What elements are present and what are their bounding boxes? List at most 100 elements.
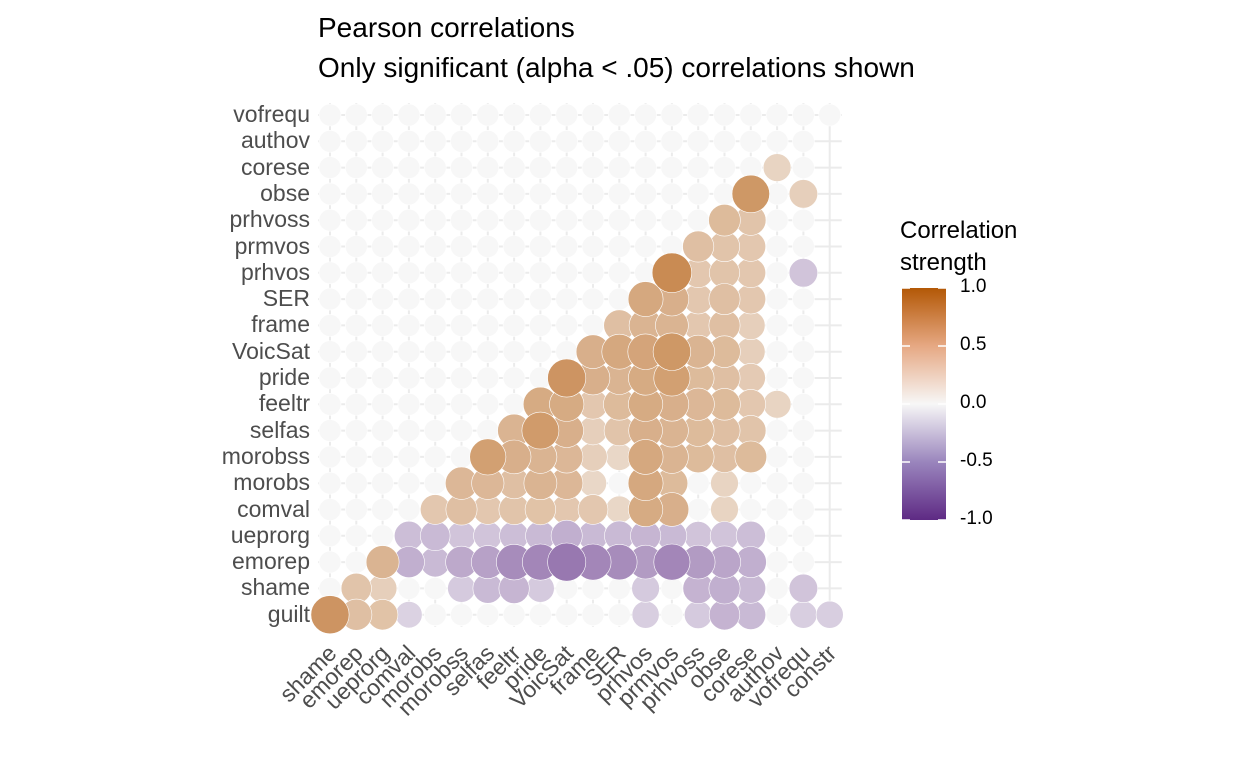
correlation-point	[502, 130, 526, 153]
correlation-point	[547, 358, 587, 398]
correlation-point	[344, 182, 368, 206]
correlation-point	[450, 603, 473, 627]
correlation-point	[502, 287, 526, 311]
correlation-point	[765, 287, 789, 311]
correlation-point	[555, 261, 579, 285]
correlation-point	[365, 545, 400, 579]
y-tick-label: authov	[240, 127, 310, 154]
correlation-point	[502, 366, 526, 390]
correlation-point	[397, 314, 421, 337]
correlation-point	[734, 440, 767, 474]
correlation-point	[788, 258, 819, 288]
y-tick-label: corese	[240, 153, 310, 180]
correlation-point	[450, 103, 473, 127]
correlation-point	[634, 156, 657, 179]
correlation-point	[607, 261, 631, 285]
legend-tick-marks	[902, 287, 946, 521]
correlation-point	[765, 103, 789, 127]
y-tick-label: ueprorg	[230, 521, 310, 548]
correlation-point	[476, 392, 500, 416]
correlation-point	[318, 471, 342, 495]
correlation-point	[371, 314, 394, 337]
correlation-point	[397, 471, 421, 495]
correlation-point	[792, 156, 815, 179]
correlation-point	[344, 261, 368, 285]
correlation-point	[634, 182, 657, 206]
correlation-point	[450, 314, 473, 337]
correlation-point	[686, 156, 710, 179]
correlation-point	[581, 208, 605, 232]
correlation-point	[660, 103, 684, 127]
correlation-point	[344, 287, 368, 311]
legend-tick-label: -1.0	[960, 508, 993, 529]
correlation-point	[735, 520, 766, 551]
y-tick-label: prhvoss	[229, 206, 310, 233]
correlation-point	[502, 208, 526, 232]
correlation-point	[420, 520, 451, 551]
correlation-point	[521, 411, 560, 450]
correlation-point	[651, 252, 693, 293]
correlation-point	[446, 521, 477, 551]
correlation-point	[371, 208, 394, 232]
correlation-point	[476, 603, 500, 627]
y-tick-label: obse	[260, 179, 310, 206]
correlation-point	[476, 156, 500, 179]
correlation-point	[397, 182, 421, 206]
correlation-point	[476, 208, 500, 232]
correlation-point	[792, 287, 815, 311]
correlation-point	[371, 524, 394, 548]
correlation-point	[555, 156, 579, 179]
correlation-point	[318, 366, 342, 390]
correlation-point	[318, 103, 342, 127]
correlation-point	[344, 208, 368, 232]
legend-tick-label: 0.0	[960, 392, 987, 413]
legend-title-line1: Correlation	[900, 217, 1018, 244]
correlation-point	[529, 314, 552, 337]
correlation-point	[660, 208, 684, 232]
correlation-point	[450, 156, 473, 179]
correlation-point	[318, 340, 342, 364]
correlation-point	[318, 498, 342, 521]
correlation-point	[739, 130, 763, 153]
correlation-point	[581, 130, 605, 153]
correlation-point	[792, 314, 815, 337]
correlation-point	[686, 498, 710, 521]
correlation-point	[397, 392, 421, 416]
correlation-point	[423, 287, 447, 311]
correlation-point	[529, 182, 552, 206]
correlation-point	[476, 366, 500, 390]
correlation-point	[502, 392, 526, 416]
correlation-point	[792, 366, 815, 390]
x-axis-labels: shameemorepueprorgcomvalmorobsmorobsssel…	[274, 639, 841, 720]
correlation-point	[686, 208, 710, 232]
correlation-point	[397, 130, 421, 153]
correlation-point	[502, 603, 526, 627]
correlation-point	[344, 103, 368, 127]
correlation-point	[318, 156, 342, 179]
correlation-point	[607, 287, 631, 311]
correlation-point	[607, 156, 631, 179]
correlation-point	[765, 498, 789, 521]
correlation-point	[581, 156, 605, 179]
correlation-point	[371, 340, 394, 364]
correlation-point	[792, 208, 815, 232]
correlation-point	[344, 498, 368, 521]
correlation-point	[447, 574, 476, 603]
correlation-point	[634, 130, 657, 153]
correlation-point	[529, 287, 552, 311]
correlation-point	[581, 314, 605, 337]
correlation-point	[502, 103, 526, 127]
correlation-point	[708, 283, 741, 316]
correlation-point	[371, 445, 394, 469]
correlation-point	[476, 314, 500, 337]
correlation-point	[344, 392, 368, 416]
correlation-point	[371, 498, 394, 521]
correlation-point	[344, 366, 368, 390]
correlation-point	[792, 471, 815, 495]
correlation-point	[607, 182, 631, 206]
correlation-point	[579, 469, 607, 498]
correlation-point	[682, 230, 715, 263]
correlation-point	[762, 390, 792, 419]
correlation-point	[581, 235, 605, 258]
correlation-point	[739, 103, 763, 127]
